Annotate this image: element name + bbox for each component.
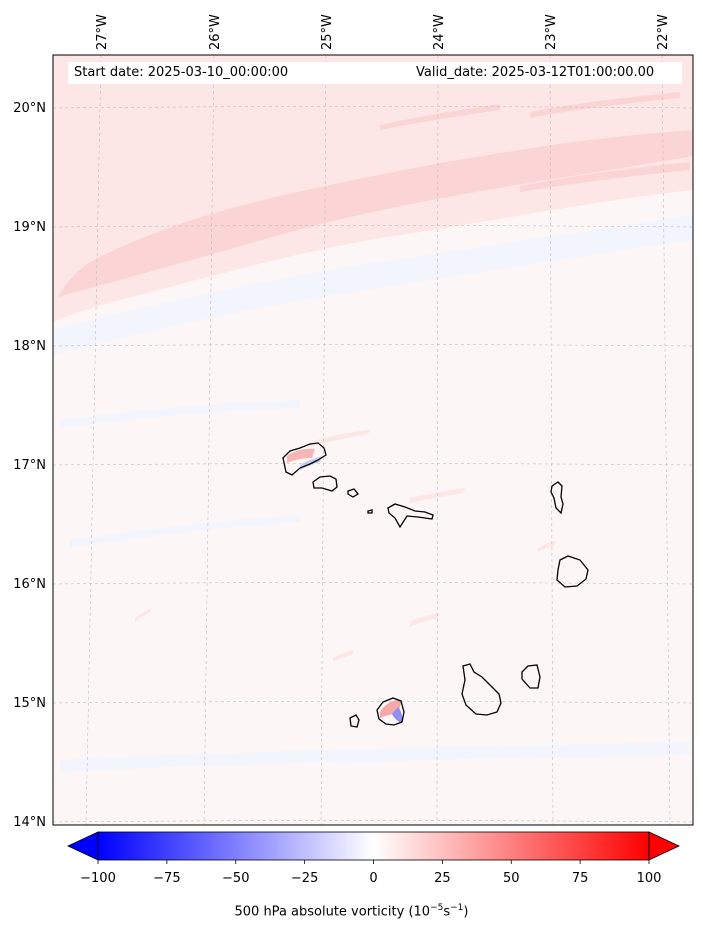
colorbar-extend-low (67, 831, 99, 861)
colorbar-tick-label: −25 (291, 871, 318, 886)
positive-vorticity-streak (538, 541, 556, 552)
positive-vorticity-streak (410, 613, 440, 627)
start-date-label: Start date: 2025-03-10_00:00:00 (68, 62, 414, 84)
colorbar-tick-label: 50 (503, 871, 520, 886)
colorbar-gradient (98, 832, 649, 860)
island-fogo (376, 697, 405, 726)
start-date-text: Start date: 2025-03-10_00:00:00 (74, 65, 289, 80)
longitude-labels: 27°W 26°W 25°W 24°W 23°W 22°W (95, 14, 671, 50)
gridline (661, 55, 671, 825)
gridline (53, 820, 693, 823)
colorbar-tick-label: 25 (434, 871, 451, 886)
gridline (549, 55, 554, 825)
colorbar-tick-label: −100 (80, 871, 116, 886)
gridline (53, 225, 693, 228)
gridlines (53, 55, 693, 825)
gridline (320, 55, 327, 825)
colorbar-title-exp2: −1 (450, 903, 464, 913)
lat-label: 14°N (13, 815, 46, 830)
valid-date-text: Valid_date: 2025-03-12T01:00:00.00 (416, 65, 655, 80)
lon-label: 23°W (544, 14, 559, 50)
lon-label: 25°W (320, 14, 335, 50)
vorticity-field (53, 55, 693, 825)
island-santiago (461, 663, 502, 716)
colorbar-title-end: ) (463, 904, 469, 920)
colorbar-tick-label: −50 (222, 871, 249, 886)
gridline (53, 106, 693, 109)
gridline (53, 582, 693, 585)
valid-date-label: Valid_date: 2025-03-12T01:00:00.00 (410, 62, 682, 84)
colorbar-tick-label: −75 (153, 871, 180, 886)
vorticity-band-strong (58, 130, 693, 297)
island-vorticity-blue (392, 707, 403, 723)
colorbar-title-exp1: −5 (430, 903, 444, 913)
lon-label: 24°W (432, 14, 447, 50)
island-santo-antao (282, 442, 327, 476)
colorbar-tick-label: 100 (637, 871, 662, 886)
positive-vorticity-streak (333, 650, 354, 662)
positive-vorticity-streak (135, 608, 152, 622)
vorticity-streak (520, 162, 690, 192)
map-frame (52, 54, 694, 826)
negative-vorticity-area (70, 515, 300, 548)
gridline (53, 701, 693, 704)
lon-label: 22°W (656, 14, 671, 50)
lat-label: 19°N (13, 220, 46, 235)
colorbar-title-main: 500 hPa absolute vorticity (10 (234, 904, 431, 920)
colorbar-title: 500 hPa absolute vorticity (10−5s−1) (0, 903, 703, 919)
lon-label: 27°W (95, 14, 110, 50)
island-sao-nicolau (387, 503, 434, 529)
island-sao-vicente (312, 475, 338, 492)
island-sal (550, 481, 564, 515)
lat-label: 15°N (13, 696, 46, 711)
lat-label: 20°N (13, 101, 46, 116)
gridline (436, 55, 439, 825)
colorbar-tick-label: 75 (572, 871, 589, 886)
island-boa-vista (556, 555, 589, 588)
lat-label: 18°N (13, 339, 46, 354)
lat-label: 17°N (13, 458, 46, 473)
positive-vorticity-streak (310, 430, 370, 447)
island-brava (349, 714, 360, 728)
lon-label: 26°W (208, 14, 223, 50)
colorbar-extend-high (648, 831, 680, 861)
colorbar-tick-label: 0 (369, 871, 377, 886)
island-santa-luzia (347, 488, 359, 498)
colorbar: −100 −75 −50 −25 0 25 50 75 100 (67, 831, 680, 886)
gridline (203, 55, 215, 825)
lat-label: 16°N (13, 577, 46, 592)
negative-vorticity-area (53, 215, 693, 355)
gridline (53, 344, 693, 347)
colorbar-title-mid: s (443, 904, 451, 920)
latitude-labels: 20°N 19°N 18°N 17°N 16°N 15°N 14°N (13, 101, 46, 830)
coastlines (282, 442, 589, 728)
vorticity-streak (380, 104, 500, 130)
island-branco (367, 509, 373, 514)
island-vorticity-red (287, 448, 315, 463)
gridline (53, 463, 693, 466)
colorbar-ticks: −100 −75 −50 −25 0 25 50 75 100 (80, 860, 661, 886)
negative-vorticity-area (60, 742, 690, 772)
gridline (85, 55, 102, 825)
vorticity-streak (530, 92, 680, 118)
negative-vorticity-area (60, 400, 300, 428)
island-maio (521, 664, 541, 689)
